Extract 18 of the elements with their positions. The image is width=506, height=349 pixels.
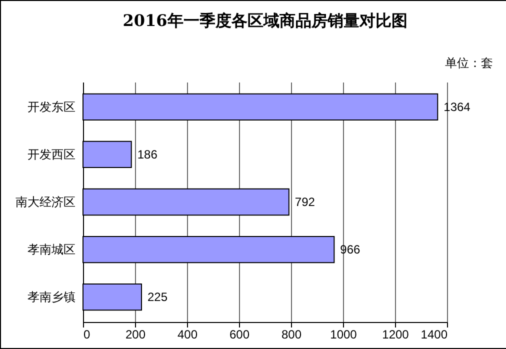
text: 单位：套 — [445, 56, 493, 70]
x-tick-label: 400 — [177, 328, 198, 342]
chart-title: 2016年一季度各区域商品房销量对比图 — [122, 11, 408, 30]
data-label: 792 — [294, 195, 316, 209]
x-tick-label: 1000 — [330, 328, 358, 342]
x-tick-label: 1200 — [382, 328, 410, 342]
data-label: 186 — [137, 147, 158, 162]
x-tick-label: 200 — [125, 328, 146, 342]
y-tick-label: 开发东区 — [28, 100, 76, 114]
x-tick-label: 1400 — [420, 328, 448, 342]
x-tick-label: 800 — [281, 328, 302, 342]
data-label: 225 — [148, 290, 168, 304]
y-tick-label: 开发西区 — [28, 147, 76, 162]
y-tick-label: 孝南乡镇 — [28, 290, 76, 304]
y-tick-label: 孝南城区 — [28, 242, 76, 257]
y-tick-label: 南大经济区 — [16, 195, 76, 209]
x-tick-label: 0 — [84, 328, 90, 342]
x-tick-label: 600 — [229, 328, 250, 342]
